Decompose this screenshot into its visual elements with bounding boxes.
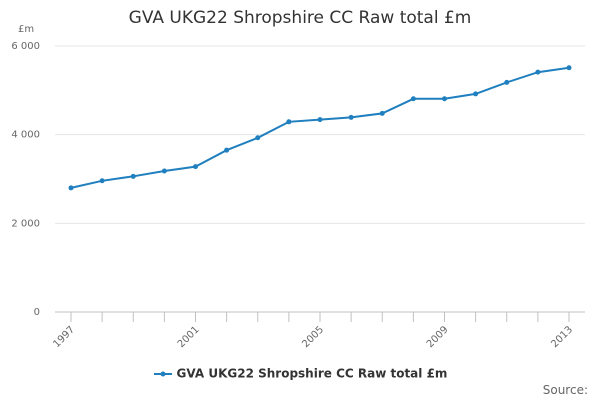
data-point [193,164,198,170]
chart-legend[interactable]: GVA UKG22 Shropshire CC Raw total £m [0,366,600,381]
x-tick-label: 2005 [300,324,326,350]
chart-title: GVA UKG22 Shropshire CC Raw total £m [128,8,472,28]
data-point [286,119,292,125]
data-point [99,178,105,184]
data-point [255,135,261,141]
legend-item-label: GVA UKG22 Shropshire CC Raw total £m [176,366,448,381]
y-tick-label: 2 000 [11,218,40,229]
data-point [130,173,136,179]
x-tick-label: 2001 [176,324,202,350]
data-point [504,79,510,85]
data-point [379,110,385,116]
data-point [566,65,572,71]
y-tick-label: 4 000 [11,130,40,141]
series-line [70,66,570,189]
y-tick-label: 0 [34,307,40,318]
data-point [68,185,74,191]
x-tick-label: 2013 [549,324,575,350]
data-point [473,91,479,97]
data-point [161,168,167,174]
data-point [410,96,416,102]
data-point [224,147,230,153]
data-point [442,96,447,102]
y-axis-unit-label: £m [18,24,35,35]
source-label: Source: [542,383,588,397]
data-point [317,117,323,123]
legend-line-marker-icon [153,371,172,376]
x-tick-label: 2009 [425,324,451,350]
data-point [535,69,541,75]
y-tick-label: 6 000 [11,41,40,52]
data-point [348,114,354,120]
x-tick-label: 1997 [51,324,77,350]
